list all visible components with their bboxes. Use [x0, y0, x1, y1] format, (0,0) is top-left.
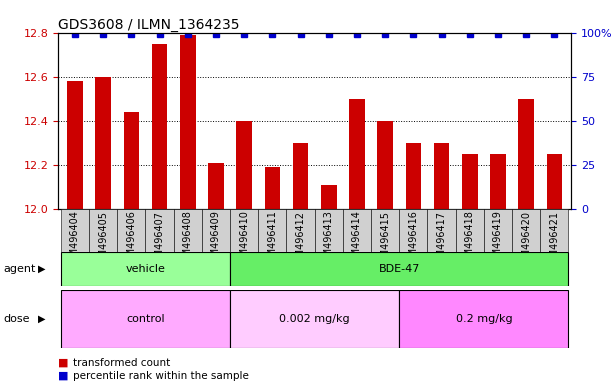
Text: agent: agent	[3, 264, 35, 274]
Bar	[293, 143, 309, 209]
Text: dose: dose	[3, 314, 29, 324]
Bar	[315, 209, 343, 252]
Bar	[174, 209, 202, 252]
Bar	[61, 290, 230, 348]
Bar	[230, 252, 568, 286]
Bar	[265, 167, 280, 209]
Bar	[145, 209, 174, 252]
Bar	[230, 290, 399, 348]
Text: ▶: ▶	[38, 314, 45, 324]
Bar	[67, 81, 82, 209]
Bar	[378, 121, 393, 209]
Bar	[343, 209, 371, 252]
Text: 0.2 mg/kg: 0.2 mg/kg	[456, 314, 512, 324]
Bar	[95, 77, 111, 209]
Bar	[152, 44, 167, 209]
Text: GSM496420: GSM496420	[521, 210, 531, 270]
Text: GSM496421: GSM496421	[549, 210, 559, 270]
Bar	[180, 35, 196, 209]
Bar	[208, 163, 224, 209]
Bar	[371, 209, 399, 252]
Bar	[490, 154, 506, 209]
Text: GSM496417: GSM496417	[437, 210, 447, 270]
Bar	[287, 209, 315, 252]
Bar	[484, 209, 512, 252]
Bar	[540, 209, 568, 252]
Bar	[512, 209, 540, 252]
Text: ■: ■	[58, 371, 68, 381]
Text: GSM496414: GSM496414	[352, 210, 362, 270]
Text: BDE-47: BDE-47	[379, 264, 420, 274]
Text: GSM496405: GSM496405	[98, 210, 108, 270]
Text: ■: ■	[58, 358, 68, 368]
Text: GSM496407: GSM496407	[155, 210, 164, 270]
Bar	[456, 209, 484, 252]
Text: control: control	[126, 314, 165, 324]
Bar	[258, 209, 287, 252]
Bar	[236, 121, 252, 209]
Text: vehicle: vehicle	[125, 264, 166, 274]
Bar	[406, 143, 421, 209]
Text: GSM496415: GSM496415	[380, 210, 390, 270]
Text: GSM496419: GSM496419	[493, 210, 503, 270]
Text: GSM496411: GSM496411	[268, 210, 277, 270]
Bar	[89, 209, 117, 252]
Bar	[321, 185, 337, 209]
Bar	[61, 252, 230, 286]
Bar	[399, 290, 568, 348]
Bar	[399, 209, 428, 252]
Bar	[117, 209, 145, 252]
Text: GDS3608 / ILMN_1364235: GDS3608 / ILMN_1364235	[58, 18, 240, 31]
Text: GSM496410: GSM496410	[239, 210, 249, 270]
Text: GSM496406: GSM496406	[126, 210, 136, 270]
Bar	[123, 112, 139, 209]
Text: GSM496416: GSM496416	[408, 210, 419, 270]
Text: ▶: ▶	[38, 264, 45, 274]
Text: GSM496404: GSM496404	[70, 210, 80, 270]
Text: GSM496418: GSM496418	[465, 210, 475, 270]
Bar	[61, 209, 89, 252]
Bar	[428, 209, 456, 252]
Bar	[547, 154, 562, 209]
Bar	[518, 99, 534, 209]
Text: 0.002 mg/kg: 0.002 mg/kg	[279, 314, 350, 324]
Text: GSM496413: GSM496413	[324, 210, 334, 270]
Text: transformed count: transformed count	[73, 358, 170, 368]
Bar	[349, 99, 365, 209]
Text: percentile rank within the sample: percentile rank within the sample	[73, 371, 249, 381]
Bar	[230, 209, 258, 252]
Text: GSM496409: GSM496409	[211, 210, 221, 270]
Bar	[434, 143, 449, 209]
Bar	[202, 209, 230, 252]
Text: GSM496408: GSM496408	[183, 210, 192, 270]
Bar	[462, 154, 478, 209]
Text: GSM496412: GSM496412	[296, 210, 306, 270]
